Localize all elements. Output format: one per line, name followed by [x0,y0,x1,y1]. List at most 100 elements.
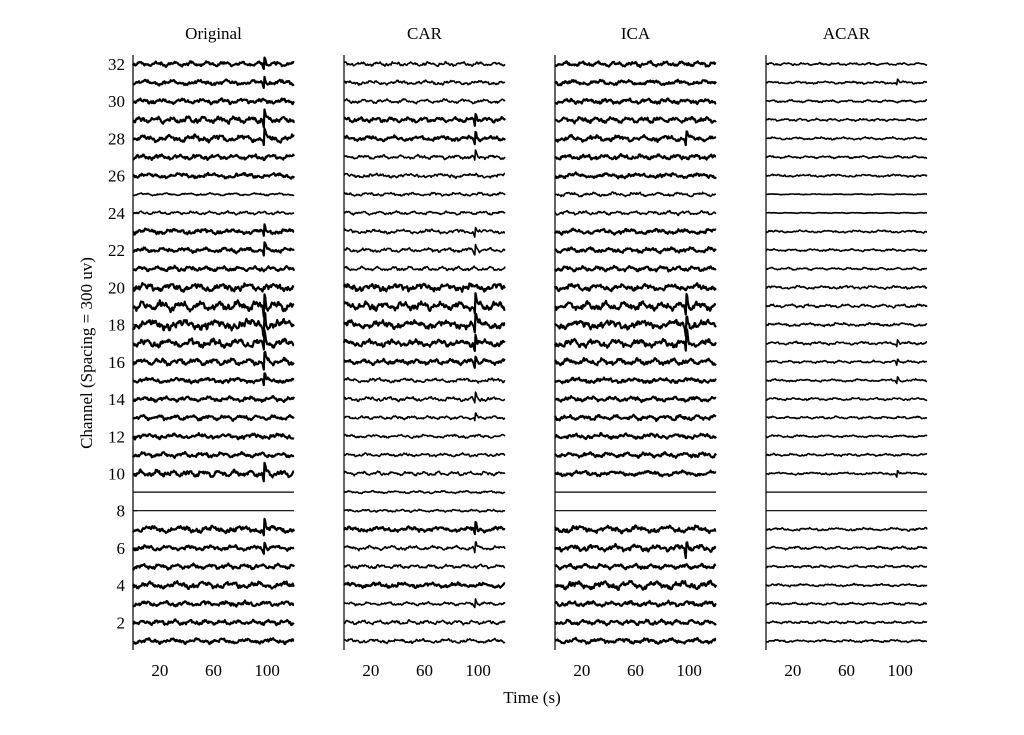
x-tick-label: 100 [254,661,280,680]
trace-channel-17 [342,333,506,352]
trace-channel-25 [554,191,717,198]
trace-channel-15 [343,377,506,384]
x-tick-label: 20 [784,661,801,680]
trace-channel-16 [765,358,928,366]
trace-channel-29 [765,117,928,122]
trace-channel-1 [765,638,928,644]
y-tick-label: 26 [108,167,125,186]
trace-channel-13 [343,412,506,422]
trace-channel-6 [343,541,506,554]
trace-channel-25 [132,192,295,197]
trace-channel-18 [343,312,506,334]
trace-channel-19 [765,303,928,309]
trace-channel-13 [553,413,717,423]
trace-channel-20 [342,282,506,293]
trace-channel-22 [132,241,295,257]
y-tick-label: 16 [108,353,125,372]
y-tick-label: 18 [108,316,125,335]
trace-channel-14 [765,396,928,402]
trace-channel-21 [765,266,928,271]
y-tick-label: 12 [108,427,125,446]
trace-channel-8 [343,508,506,513]
trace-channel-5 [343,563,506,570]
trace-channel-11 [554,451,717,459]
trace-channel-23 [765,229,928,234]
trace-channel-28 [343,130,506,146]
trace-channel-10 [554,469,717,478]
trace-channel-10 [343,470,506,477]
trace-channel-13 [765,415,928,420]
trace-channel-17 [132,329,295,351]
trace-channel-11 [765,452,928,458]
trace-channel-18 [765,322,928,328]
trace-channel-15 [765,376,928,385]
trace-channel-15 [132,372,295,387]
x-tick-label: 60 [205,661,222,680]
x-tick-label: 60 [838,661,855,680]
x-axis-label: Time (s) [503,688,560,707]
trace-channel-13 [132,413,295,422]
trace-channel-7 [554,524,717,535]
trace-channel-27 [554,152,717,161]
trace-channel-19 [343,292,506,315]
x-tick-label: 60 [416,661,433,680]
y-tick-label: 24 [108,204,126,223]
trace-channel-21 [343,265,506,272]
trace-channel-24 [343,210,506,216]
trace-channel-2 [343,619,506,626]
y-tick-label: 32 [108,55,125,74]
trace-channel-28 [765,136,928,141]
trace-channel-9 [343,489,506,495]
y-tick-label: 30 [108,92,125,111]
trace-channel-24 [132,210,295,216]
trace-channel-28 [554,130,717,147]
x-tick-label: 20 [362,661,379,680]
trace-channel-22 [554,246,717,255]
y-tick-label: 8 [117,502,126,521]
trace-channel-11 [343,452,506,458]
y-tick-label: 4 [117,576,126,595]
trace-channel-24 [554,209,717,217]
panel-acar: ACAR 20 60 100 [765,24,928,680]
trace-channel-16 [554,357,717,367]
trace-channel-21 [554,264,717,273]
trace-channel-10 [765,469,928,478]
trace-channel-6 [132,541,295,555]
trace-channel-20 [765,284,928,290]
x-tick-label: 20 [573,661,590,680]
y-tick-label: 14 [108,390,126,409]
trace-channel-30 [554,97,717,106]
trace-channel-28 [132,127,295,147]
trace-channel-17 [765,339,928,348]
trace-channel-25 [343,191,506,197]
trace-channel-31 [554,78,717,87]
trace-channel-31 [132,75,295,89]
trace-channel-2 [132,618,295,627]
trace-channel-17 [553,327,717,352]
trace-channel-4 [132,580,295,591]
trace-channel-26 [132,171,295,180]
trace-channel-18 [132,311,295,339]
trace-channel-12 [765,434,928,439]
trace-channel-12 [343,433,506,439]
trace-channel-3 [765,601,928,606]
trace-channel-14 [343,391,506,404]
trace-channel-24 [765,211,928,215]
trace-channel-22 [343,243,506,256]
trace-channel-1 [132,637,295,646]
trace-channel-3 [554,599,717,608]
trace-channel-32 [554,60,717,69]
trace-channel-1 [554,636,717,645]
x-tick-label: 20 [151,661,168,680]
trace-channel-12 [554,431,717,441]
panel-title: ACAR [823,24,871,43]
trace-channel-5 [765,564,928,569]
x-tick-label: 100 [887,661,913,680]
trace-channel-15 [554,376,717,385]
trace-channel-22 [765,248,928,253]
trace-channel-30 [343,98,506,105]
trace-channel-3 [132,599,295,608]
